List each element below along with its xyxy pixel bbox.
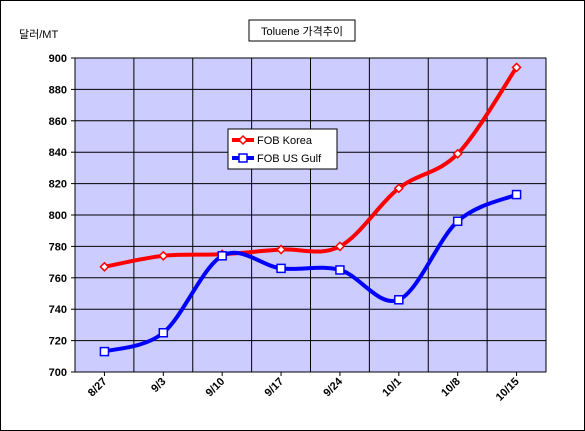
y-tick-label: 760: [49, 273, 67, 285]
y-tick-label: 700: [49, 367, 67, 379]
x-tick-label: 9/17: [263, 376, 287, 400]
data-point-fob-us-gulf: [452, 216, 463, 227]
y-tick-label: 840: [49, 147, 67, 159]
x-tick-label: 10/15: [494, 376, 522, 404]
legend-marker-fob-korea: [237, 134, 249, 146]
y-tick-label: 780: [49, 241, 67, 253]
y-tick-label: 880: [49, 84, 67, 96]
data-point-fob-us-gulf: [335, 265, 345, 275]
legend-label-fob-us-gulf: FOB US Gulf: [257, 153, 322, 165]
data-point-fob-us-gulf: [276, 263, 286, 274]
series-line-fob-us-gulf: [103, 192, 518, 354]
data-point-fob-korea: [393, 183, 404, 194]
data-point-fob-korea: [334, 241, 345, 252]
y-tick-label: 740: [49, 304, 67, 316]
y-tick-label: 820: [49, 179, 67, 191]
chart-title: Toluene 가격추이: [261, 25, 343, 38]
data-point-fob-us-gulf: [99, 346, 110, 357]
data-point-fob-korea: [511, 62, 522, 73]
y-tick-label: 720: [49, 336, 67, 348]
data-point-fob-us-gulf: [217, 251, 227, 261]
legend-label-fob-korea: FOB Korea: [257, 135, 313, 147]
legend-marker-fob-us-gulf: [238, 153, 248, 163]
data-point-fob-korea: [99, 261, 110, 272]
x-tick-label: 10/8: [439, 376, 463, 400]
data-point-fob-us-gulf: [511, 189, 522, 200]
x-tick-label: 8/27: [86, 376, 110, 400]
data-point-fob-korea: [452, 148, 463, 159]
data-point-fob-us-gulf: [394, 295, 404, 305]
x-tick-label: 10/1: [380, 376, 404, 400]
y-tick-label: 860: [49, 116, 67, 128]
y-tick-label: 900: [49, 53, 67, 65]
x-tick-label: 9/10: [204, 376, 228, 400]
x-tick-label: 9/3: [149, 376, 168, 395]
y-tick-label: 800: [49, 210, 67, 222]
y-axis-label: 달러/MT: [19, 28, 58, 41]
data-point-fob-korea: [276, 244, 287, 255]
data-point-fob-us-gulf: [158, 328, 169, 338]
x-tick-label: 9/24: [321, 375, 345, 399]
data-point-fob-korea: [158, 250, 169, 261]
title-box: [248, 19, 356, 42]
